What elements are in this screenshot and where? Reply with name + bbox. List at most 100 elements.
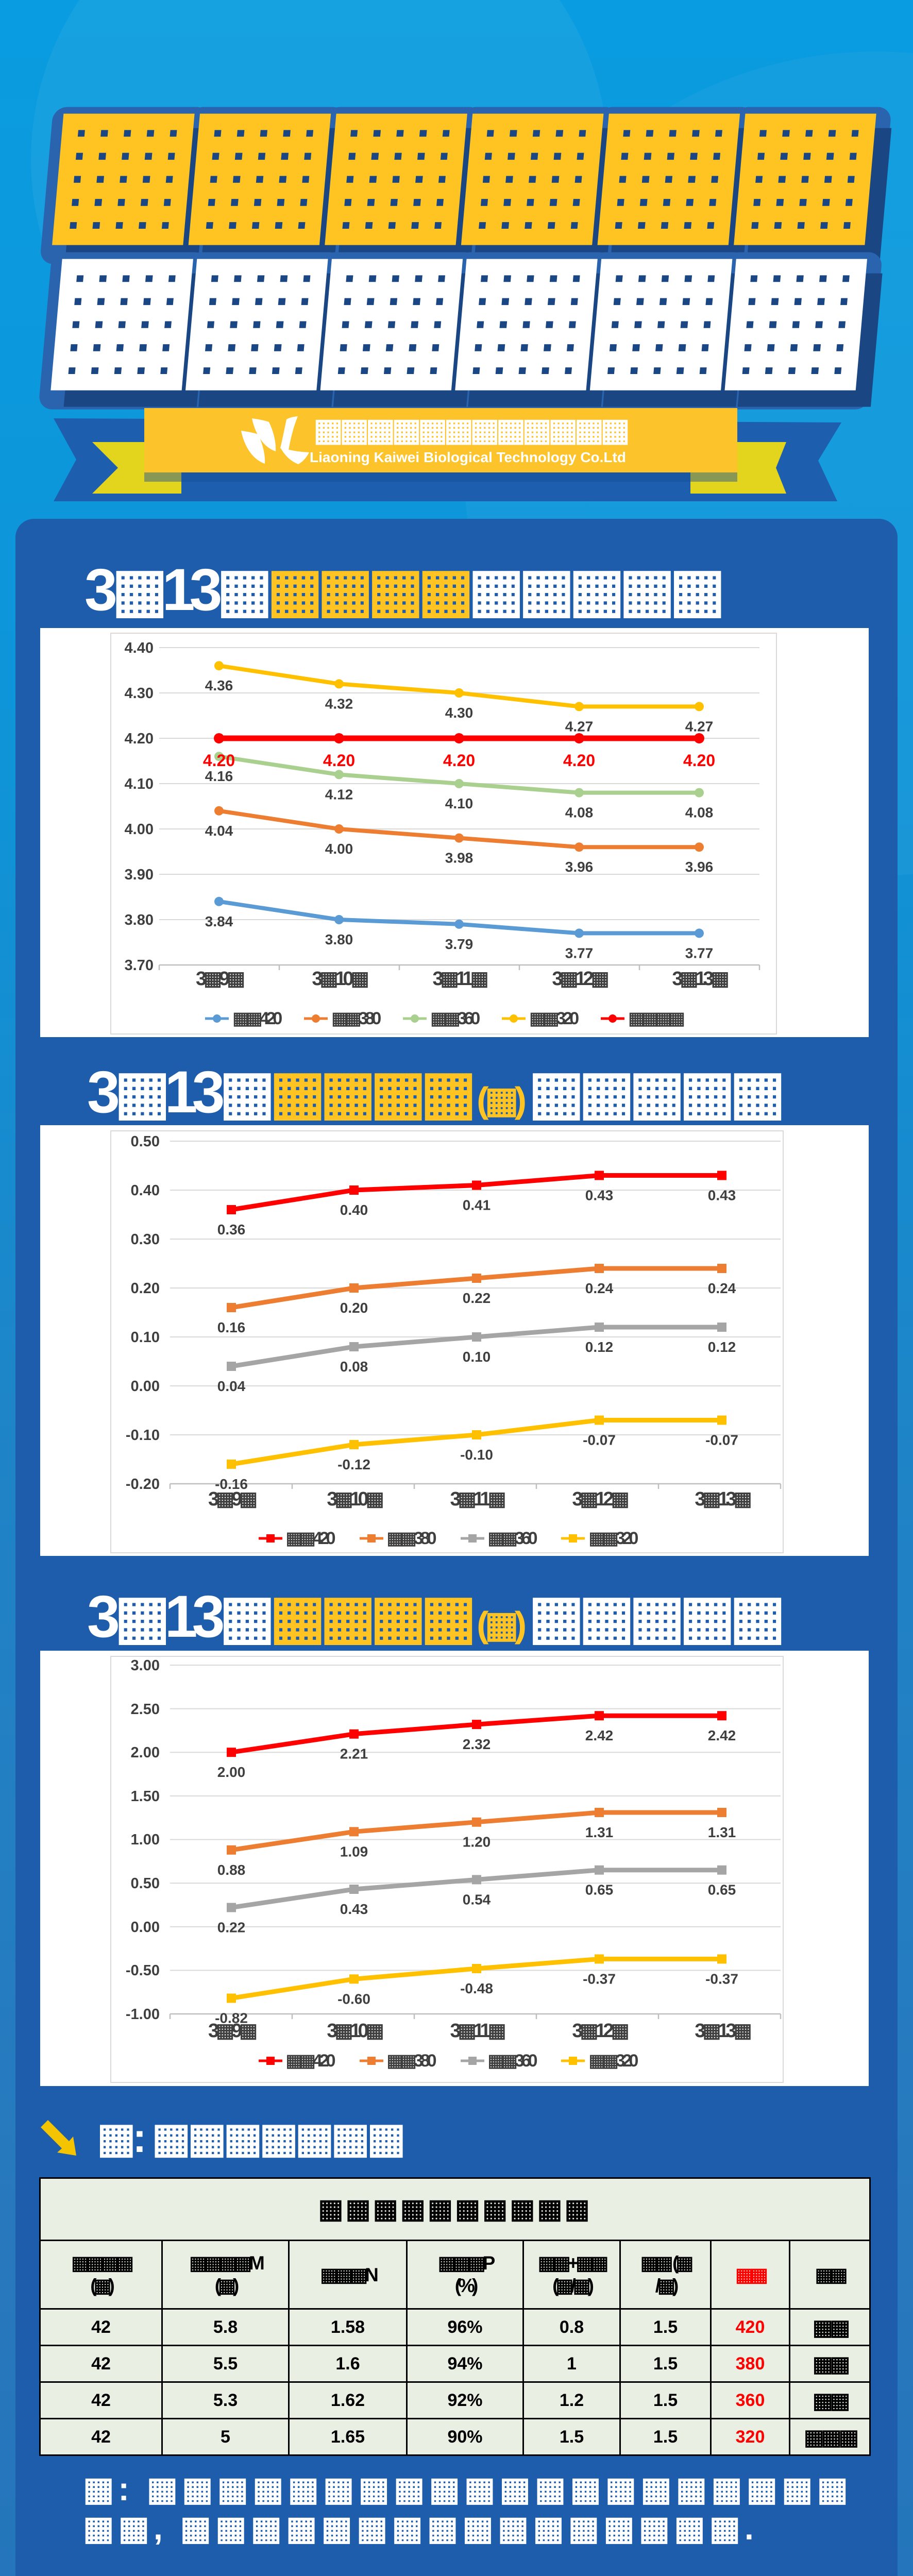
svg-text:-0.10: -0.10 [460,1447,493,1463]
svg-text:1.00: 1.00 [131,1832,160,1848]
svg-text:2.42: 2.42 [708,1727,736,1743]
svg-text:-0.20: -0.20 [126,1476,160,1493]
svg-text:4.32: 4.32 [325,696,353,711]
svg-text:2.00: 2.00 [217,1764,246,1780]
svg-text:0.10: 0.10 [463,1349,491,1365]
svg-text:0.36: 0.36 [217,1222,246,1238]
svg-text:4.30: 4.30 [125,685,154,702]
svg-text:0.30: 0.30 [131,1231,160,1248]
svg-text:▦▦, ▦▦▦▦▦▦▦▦▦▦▦▦▦▦▦▦.: ▦▦, ▦▦▦▦▦▦▦▦▦▦▦▦▦▦▦▦. [83,2510,758,2547]
svg-text:3▦13▦▦▦▦▦▦▦▦▦▦: 3▦13▦▦▦▦▦▦▦▦▦▦ [84,557,721,623]
svg-text:0.24: 0.24 [585,1280,614,1296]
svg-text:3▦12▦: 3▦12▦ [552,968,608,990]
svg-text:▦▦▦▦▦▦: ▦▦▦▦▦▦ [40,226,872,408]
svg-text:4.30: 4.30 [445,705,474,721]
svg-text:4.00: 4.00 [125,821,154,838]
svg-text:▦▦▦▦▦▦: ▦▦▦▦▦▦ [54,90,894,272]
svg-text:-0.37: -0.37 [705,1971,738,1987]
svg-text:3▦12▦: 3▦12▦ [572,1488,628,1510]
svg-text:0.10: 0.10 [131,1329,160,1346]
svg-text:0.16: 0.16 [217,1319,246,1335]
svg-text:▦: ▦▦▦▦▦▦▦: ▦: ▦▦▦▦▦▦▦ [97,2115,403,2161]
svg-text:3▦9▦: 3▦9▦ [196,968,244,990]
svg-text:0.50: 0.50 [131,1875,160,1892]
svg-text:▦▦▦▦▦▦: ▦▦▦▦▦▦ [39,220,871,401]
svg-text:0.12: 0.12 [708,1339,736,1355]
svg-text:3▦13▦▦▦▦▦ (▦) ▦▦▦▦▦: 3▦13▦▦▦▦▦ (▦) ▦▦▦▦▦ [87,1059,781,1125]
svg-text:3.77: 3.77 [685,945,714,961]
svg-text:4.36: 4.36 [205,677,233,693]
svg-text:3▦9▦: 3▦9▦ [208,2020,257,2042]
svg-text:0.20: 0.20 [340,1300,368,1316]
svg-text:▦▦▦▦▦▦: ▦▦▦▦▦▦ [41,81,881,262]
svg-text:0.43: 0.43 [585,1188,614,1204]
svg-text:Liaoning Kaiwei Biological Tec: Liaoning Kaiwei Biological Technology Co… [310,449,626,465]
svg-text:3▦13▦▦▦▦▦ (▦) ▦▦▦▦▦: 3▦13▦▦▦▦▦ (▦) ▦▦▦▦▦ [87,1584,781,1650]
svg-text:0.65: 0.65 [585,1882,614,1898]
svg-text:3▦11▦: 3▦11▦ [432,968,487,990]
svg-text:4.20: 4.20 [203,751,235,770]
svg-text:4.20: 4.20 [125,731,154,747]
svg-text:-0.60: -0.60 [337,1991,370,2007]
svg-text:▦▦▦▦▦▦: ▦▦▦▦▦▦ [40,75,880,256]
svg-text:-0.10: -0.10 [126,1427,160,1444]
svg-text:2.32: 2.32 [463,1736,491,1752]
svg-text:3▦10▦: 3▦10▦ [327,1488,383,1510]
svg-text:-0.48: -0.48 [460,1980,493,1996]
svg-text:4.27: 4.27 [565,718,594,734]
svg-text:0.00: 0.00 [131,1919,160,1936]
svg-text:4.20: 4.20 [683,751,715,770]
svg-text:3.90: 3.90 [125,867,154,883]
svg-text:-0.12: -0.12 [337,1456,370,1472]
svg-text:4.10: 4.10 [445,795,474,811]
svg-text:-0.50: -0.50 [126,1962,160,1979]
svg-text:0.43: 0.43 [708,1188,736,1204]
svg-text:▦▦▦▦▦▦: ▦▦▦▦▦▦ [53,235,885,417]
svg-text:0.88: 0.88 [217,1862,246,1878]
svg-text:-0.37: -0.37 [583,1971,616,1987]
svg-text:2.00: 2.00 [131,1744,160,1761]
svg-text:1.20: 1.20 [463,1834,491,1850]
svg-text:1.09: 1.09 [340,1843,368,1859]
svg-text:-0.82: -0.82 [215,2010,248,2026]
svg-text:3▦9▦: 3▦9▦ [208,1488,257,1510]
svg-text:4.00: 4.00 [325,841,353,857]
svg-text:4.08: 4.08 [565,805,594,821]
svg-text:0.22: 0.22 [463,1290,491,1306]
svg-text:3▦13▦: 3▦13▦ [672,968,728,990]
svg-text:3.80: 3.80 [325,931,353,947]
svg-text:-1.00: -1.00 [126,2006,160,2023]
svg-text:0.12: 0.12 [585,1339,614,1355]
svg-text:▦▦▦▦▦▦▦▦▦▦▦▦: ▦▦▦▦▦▦▦▦▦▦▦▦ [313,412,628,447]
svg-text:3.70: 3.70 [125,957,154,974]
svg-text:1.31: 1.31 [708,1824,736,1840]
svg-text:2.42: 2.42 [585,1727,614,1743]
svg-text:3.80: 3.80 [125,912,154,928]
svg-text:3.77: 3.77 [565,945,594,961]
svg-text:0.04: 0.04 [217,1378,246,1394]
svg-text:-0.07: -0.07 [583,1432,616,1448]
svg-text:3▦11▦: 3▦11▦ [450,1488,505,1510]
svg-text:3▦11▦: 3▦11▦ [450,2020,505,2042]
svg-text:4.20: 4.20 [563,751,595,770]
svg-text:1.50: 1.50 [131,1788,160,1805]
svg-text:4.16: 4.16 [205,768,233,784]
svg-text:3.84: 3.84 [205,913,233,929]
svg-text:3.98: 3.98 [445,850,474,866]
svg-text:0.41: 0.41 [463,1197,491,1213]
svg-text:0.22: 0.22 [217,1920,246,1936]
svg-text:0.24: 0.24 [708,1280,736,1296]
svg-text:4.12: 4.12 [325,786,353,802]
svg-text:0.00: 0.00 [131,1378,160,1395]
svg-text:3▦12▦: 3▦12▦ [572,2020,628,2042]
svg-text:3.96: 3.96 [685,859,714,875]
svg-text:4.27: 4.27 [685,718,714,734]
svg-text:0.43: 0.43 [340,1901,368,1917]
svg-text:4.20: 4.20 [443,751,475,770]
svg-text:4.10: 4.10 [125,776,154,792]
svg-text:2.21: 2.21 [340,1746,368,1762]
svg-text:-0.07: -0.07 [705,1432,738,1448]
svg-text:▦: ▦▦▦▦▦▦▦▦▦▦▦▦▦▦▦▦▦▦▦▦: ▦: ▦▦▦▦▦▦▦▦▦▦▦▦▦▦▦▦▦▦▦▦ [83,2470,852,2507]
svg-text:3▦13▦: 3▦13▦ [695,2020,751,2042]
svg-text:3.96: 3.96 [565,859,594,875]
